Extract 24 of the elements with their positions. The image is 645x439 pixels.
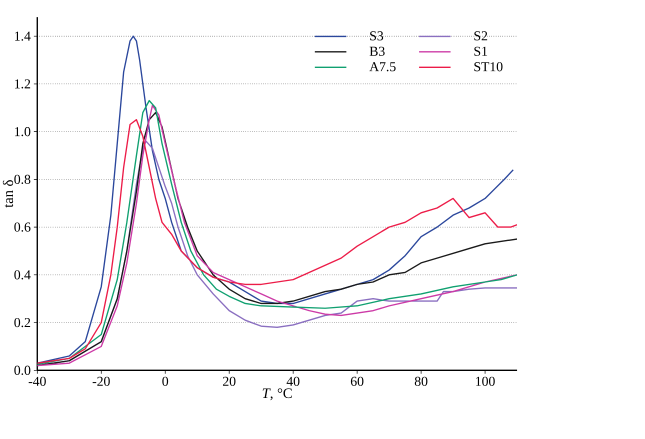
x-tick-label: 20: [222, 376, 236, 386]
y-axis-title: tan δ: [2, 180, 14, 208]
legend-label: ST10: [474, 62, 503, 72]
x-axis-title: T, °C: [262, 388, 292, 400]
x-tick-label: 80: [414, 376, 428, 386]
x-tick-label: 60: [350, 376, 364, 386]
x-tick-label: 40: [286, 376, 300, 386]
legend-label: S3: [370, 31, 384, 41]
legend-label: B3: [370, 46, 385, 56]
y-tick-label: 0.0: [14, 366, 30, 376]
legend-label: S2: [474, 31, 488, 41]
legend-label: S1: [474, 46, 488, 56]
y-tick-label: 0.4: [14, 270, 31, 280]
y-tick-label: 1.2: [15, 79, 30, 89]
x-tick-label: 0: [162, 376, 168, 386]
y-tick-label: 0.2: [14, 318, 30, 328]
x-tick-label: -40: [28, 376, 46, 386]
y-tick-label: 0.6: [14, 222, 30, 232]
y-tick-label: 0.8: [14, 174, 30, 184]
x-tick-label: 100: [476, 376, 495, 386]
y-tick-label: 1.0: [15, 127, 30, 136]
legend-label: A7.5: [369, 62, 396, 72]
x-tick-label: -20: [92, 376, 110, 386]
y-tick-label: 1.4: [15, 32, 31, 41]
